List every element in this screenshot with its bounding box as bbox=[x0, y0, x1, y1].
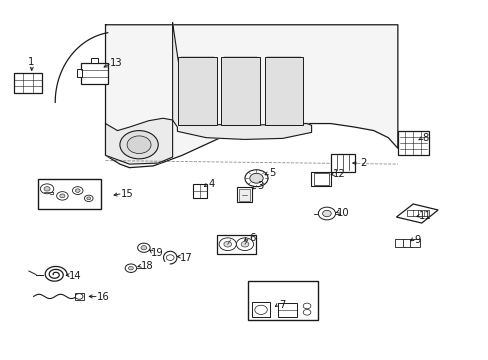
Circle shape bbox=[241, 242, 248, 247]
Circle shape bbox=[219, 238, 236, 251]
Text: 16: 16 bbox=[97, 292, 109, 302]
Bar bbox=[237, 188, 251, 202]
Circle shape bbox=[141, 246, 146, 250]
Polygon shape bbox=[105, 118, 172, 164]
Bar bbox=[397, 131, 428, 155]
Text: 2: 2 bbox=[360, 158, 366, 168]
Circle shape bbox=[318, 207, 335, 220]
Circle shape bbox=[72, 187, 83, 194]
Bar bbox=[310, 171, 330, 186]
Text: 8: 8 bbox=[422, 133, 428, 143]
Circle shape bbox=[75, 189, 80, 192]
Circle shape bbox=[41, 184, 54, 194]
Circle shape bbox=[303, 310, 310, 315]
Circle shape bbox=[87, 197, 90, 200]
Circle shape bbox=[60, 194, 65, 198]
Text: 10: 10 bbox=[336, 208, 349, 218]
Circle shape bbox=[120, 131, 158, 159]
Circle shape bbox=[236, 238, 253, 251]
Text: 1: 1 bbox=[28, 57, 34, 67]
Bar bbox=[81, 63, 107, 84]
Bar bbox=[417, 210, 428, 216]
Bar bbox=[330, 153, 354, 172]
Bar bbox=[394, 239, 404, 247]
Circle shape bbox=[249, 173, 263, 183]
Bar bbox=[239, 189, 249, 201]
Text: 17: 17 bbox=[179, 253, 192, 262]
Text: 14: 14 bbox=[69, 271, 81, 281]
Bar bbox=[217, 234, 255, 254]
Text: 15: 15 bbox=[121, 189, 133, 199]
Polygon shape bbox=[396, 204, 437, 223]
Circle shape bbox=[137, 243, 150, 252]
Text: 12: 12 bbox=[332, 169, 345, 179]
Circle shape bbox=[57, 192, 68, 200]
Text: 19: 19 bbox=[151, 248, 163, 258]
Text: 6: 6 bbox=[249, 233, 255, 243]
Circle shape bbox=[244, 170, 267, 187]
Text: 7: 7 bbox=[279, 300, 285, 310]
Bar bbox=[193, 184, 206, 198]
Text: 18: 18 bbox=[140, 261, 153, 271]
Bar bbox=[409, 239, 419, 247]
Bar bbox=[247, 281, 317, 320]
Bar bbox=[39, 179, 101, 209]
Circle shape bbox=[84, 195, 93, 202]
Circle shape bbox=[44, 186, 50, 191]
Polygon shape bbox=[172, 23, 311, 139]
Polygon shape bbox=[105, 25, 397, 168]
Circle shape bbox=[128, 266, 133, 270]
Circle shape bbox=[166, 255, 174, 260]
Circle shape bbox=[322, 210, 330, 217]
Text: 3: 3 bbox=[257, 181, 263, 192]
Circle shape bbox=[75, 294, 83, 299]
Circle shape bbox=[303, 303, 310, 309]
Circle shape bbox=[254, 305, 267, 314]
Circle shape bbox=[224, 242, 231, 247]
Bar bbox=[178, 57, 216, 125]
Bar bbox=[407, 210, 418, 216]
Text: 5: 5 bbox=[268, 168, 275, 178]
Text: 11: 11 bbox=[418, 211, 430, 221]
Bar bbox=[77, 69, 82, 77]
Bar bbox=[221, 57, 259, 125]
Text: 9: 9 bbox=[414, 235, 420, 245]
Bar bbox=[402, 239, 411, 247]
Bar bbox=[313, 173, 328, 185]
Bar bbox=[278, 303, 297, 316]
Bar bbox=[75, 293, 84, 300]
Circle shape bbox=[125, 264, 137, 273]
Bar bbox=[264, 57, 303, 125]
Bar bbox=[251, 302, 269, 317]
Text: 4: 4 bbox=[208, 179, 215, 189]
Bar bbox=[90, 58, 98, 63]
Circle shape bbox=[127, 136, 151, 153]
Text: 13: 13 bbox=[109, 58, 122, 68]
Bar bbox=[14, 73, 42, 93]
